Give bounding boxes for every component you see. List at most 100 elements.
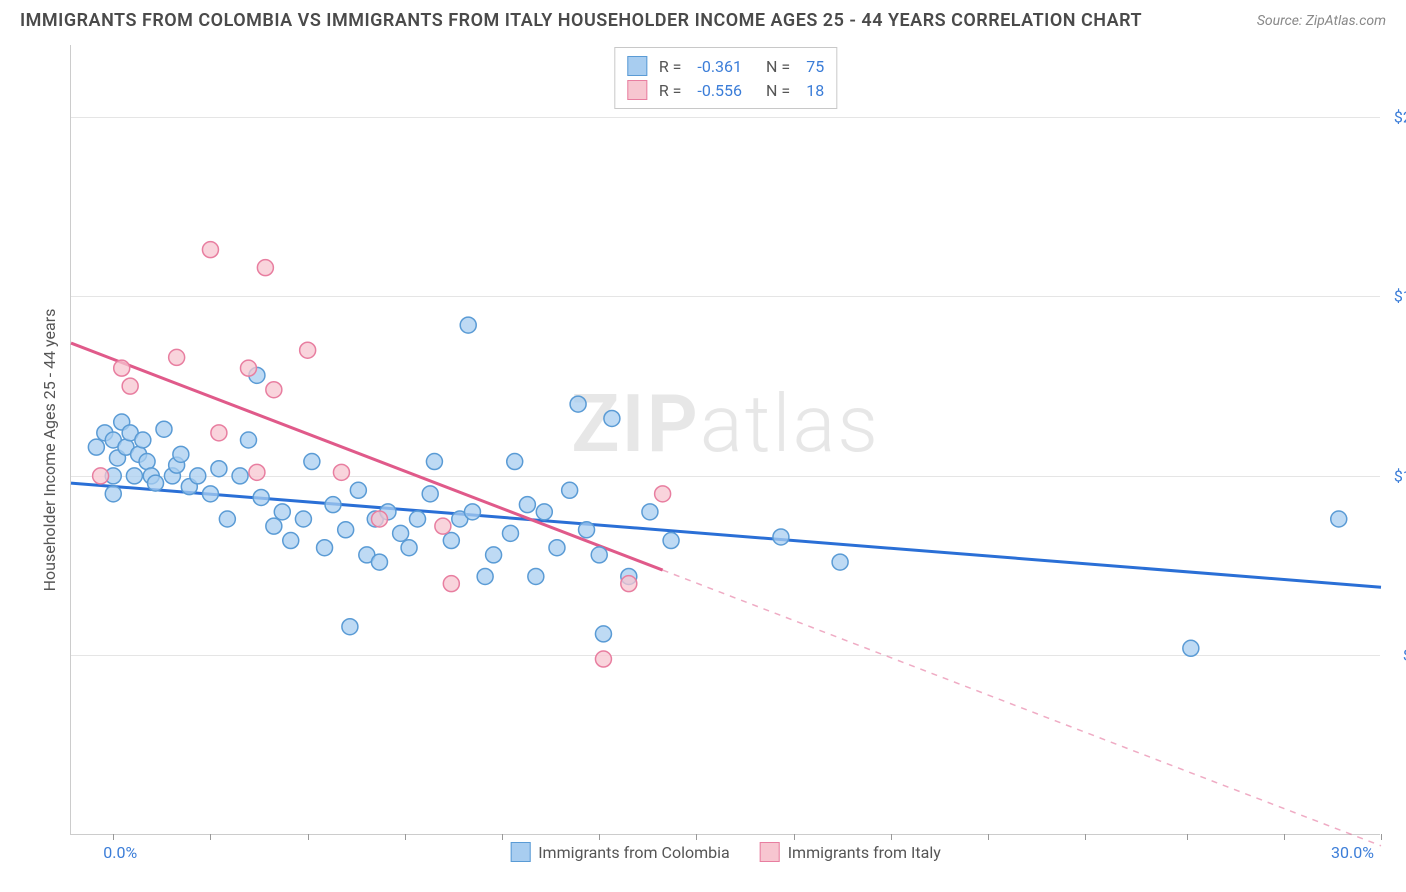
y-axis-title: Householder Income Ages 25 - 44 years [40, 309, 59, 592]
data-point [232, 468, 248, 484]
title-bar: IMMIGRANTS FROM COLOMBIA VS IMMIGRANTS F… [20, 10, 1386, 31]
legend-stat-row: R =-0.361N =75 [627, 54, 824, 78]
data-point [114, 360, 130, 376]
data-point [460, 317, 476, 333]
data-point [169, 349, 185, 365]
x-tick-label: 0.0% [103, 843, 137, 862]
data-point [240, 360, 256, 376]
y-tick-label: $100,000 [1394, 466, 1406, 485]
data-point [579, 522, 595, 538]
legend-n-value: 18 [806, 81, 824, 100]
data-point [317, 540, 333, 556]
data-point [642, 504, 658, 520]
y-tick-label: $150,000 [1394, 287, 1406, 306]
legend-stat-row: R =-0.556N =18 [627, 78, 824, 102]
data-point [211, 461, 227, 477]
data-point [304, 454, 320, 470]
x-tick [794, 834, 795, 840]
data-point [621, 576, 637, 592]
legend-r-value: -0.556 [697, 81, 742, 100]
x-tick [308, 834, 309, 840]
legend-label: Immigrants from Colombia [538, 843, 730, 862]
legend-label: Immigrants from Italy [788, 843, 941, 862]
data-point [350, 482, 366, 498]
data-point [443, 576, 459, 592]
data-point [173, 446, 189, 462]
x-tick-label: 30.0% [1331, 843, 1374, 862]
data-point [562, 482, 578, 498]
data-point [219, 511, 235, 527]
data-point [135, 432, 151, 448]
x-tick [113, 834, 114, 840]
data-point [422, 486, 438, 502]
data-point [283, 533, 299, 549]
data-point [536, 504, 552, 520]
data-point [342, 619, 358, 635]
data-point [266, 382, 282, 398]
x-tick [891, 834, 892, 840]
data-point [190, 468, 206, 484]
data-point [486, 547, 502, 563]
data-point [655, 486, 671, 502]
data-point [519, 497, 535, 513]
plot-area: ZIPatlas $50,000$100,000$150,000$200,000… [70, 45, 1380, 835]
x-tick [1187, 834, 1188, 840]
data-point [832, 554, 848, 570]
data-point [401, 540, 417, 556]
data-point [93, 468, 109, 484]
data-point [274, 504, 290, 520]
data-point [156, 421, 172, 437]
data-point [325, 497, 341, 513]
legend-stats: R =-0.361N =75R =-0.556N =18 [614, 47, 837, 109]
data-point [426, 454, 442, 470]
legend-r-value: -0.361 [697, 57, 742, 76]
trend-line-dashed [663, 570, 1381, 846]
data-point [393, 525, 409, 541]
data-point [570, 396, 586, 412]
legend-swatch [510, 842, 530, 862]
x-tick [1284, 834, 1285, 840]
data-point [338, 522, 354, 538]
x-tick [599, 834, 600, 840]
x-tick [1381, 834, 1382, 840]
data-point [443, 533, 459, 549]
legend-r-label: R = [659, 57, 682, 76]
data-point [549, 540, 565, 556]
data-point [249, 464, 265, 480]
legend-item: Immigrants from Italy [760, 842, 941, 862]
data-point [410, 511, 426, 527]
x-tick [405, 834, 406, 840]
data-point [591, 547, 607, 563]
data-point [507, 454, 523, 470]
legend-series: Immigrants from Colombia Immigrants from … [510, 842, 941, 862]
x-tick [210, 834, 211, 840]
x-tick [1085, 834, 1086, 840]
data-point [1331, 511, 1347, 527]
legend-n-value: 75 [806, 57, 824, 76]
trend-line [71, 343, 663, 570]
data-point [105, 486, 121, 502]
legend-swatch [627, 56, 647, 76]
data-point [295, 511, 311, 527]
data-point [477, 568, 493, 584]
source-label: Source: ZipAtlas.com [1257, 13, 1386, 29]
x-tick [696, 834, 697, 840]
data-point [202, 486, 218, 502]
data-point [464, 504, 480, 520]
legend-swatch [760, 842, 780, 862]
data-point [257, 260, 273, 276]
data-point [604, 410, 620, 426]
data-point [371, 511, 387, 527]
legend-swatch [627, 80, 647, 100]
data-point [663, 533, 679, 549]
data-point [202, 242, 218, 258]
data-point [126, 468, 142, 484]
data-point [266, 518, 282, 534]
data-point [595, 626, 611, 642]
data-point [122, 378, 138, 394]
data-point [211, 425, 227, 441]
data-point [240, 432, 256, 448]
data-point [333, 464, 349, 480]
data-point [253, 489, 269, 505]
data-point [148, 475, 164, 491]
